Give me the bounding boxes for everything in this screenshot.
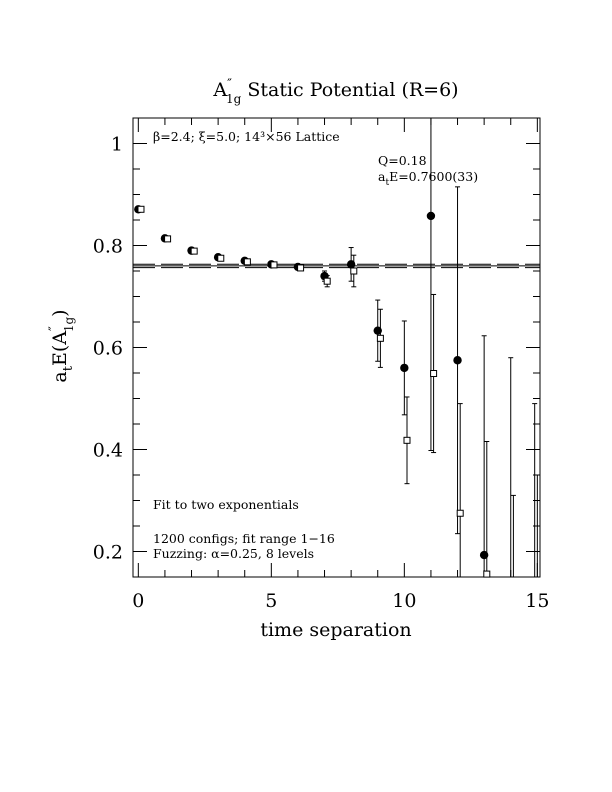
data-point-square (270, 261, 278, 269)
fit-value-annotation: atE=0.7600(33) (378, 169, 478, 188)
data-point-square (323, 277, 331, 285)
x-tick-label: 0 (132, 590, 144, 612)
y-tick-label: 0.4 (93, 440, 123, 462)
y-tick-label: 0.2 (93, 542, 123, 564)
data-point-square (430, 370, 438, 378)
data-point-square (243, 258, 251, 266)
data-point-square (297, 264, 305, 272)
y-tick-label: 1 (111, 134, 123, 156)
data-point-square (483, 570, 491, 578)
y-axis-label: atE(A″1g) (47, 309, 76, 382)
data-point-circle (426, 211, 436, 221)
x-tick-label: 5 (265, 590, 277, 612)
data-point-square (456, 509, 464, 517)
data-marks (134, 118, 540, 578)
configs-annotation: 1200 configs; fit range 1−16 (153, 531, 335, 546)
data-point-square (190, 247, 198, 255)
fuzzing-annotation: Fuzzing: α=0.25, 8 levels (153, 546, 314, 561)
x-axis-label: time separation (260, 619, 411, 641)
data-point-square (376, 334, 384, 342)
data-point-square (403, 436, 411, 444)
data-point-square (350, 267, 358, 275)
params-annotation: β=2.4; ξ=5.0; 14³×56 Lattice (153, 129, 340, 144)
fit-label-annotation: Fit to two exponentials (153, 497, 299, 512)
y-tick-label: 0.6 (93, 338, 123, 360)
x-tick-label: 10 (392, 590, 416, 612)
q-annotation: Q=0.18 (378, 153, 427, 168)
fit-band (133, 263, 540, 269)
data-point-circle (346, 260, 356, 269)
data-point-circle (479, 550, 489, 560)
data-point-circle (373, 326, 382, 335)
chart-title: A″ 1g Static Potential (R=6) (212, 77, 458, 106)
data-point-circle (400, 363, 409, 373)
data-point-square (137, 205, 145, 213)
y-tick-label: 0.8 (93, 236, 123, 258)
data-point-circle (453, 356, 462, 365)
x-tick-label: 15 (525, 590, 549, 612)
data-point-square (217, 254, 225, 262)
data-point-square (164, 235, 172, 243)
